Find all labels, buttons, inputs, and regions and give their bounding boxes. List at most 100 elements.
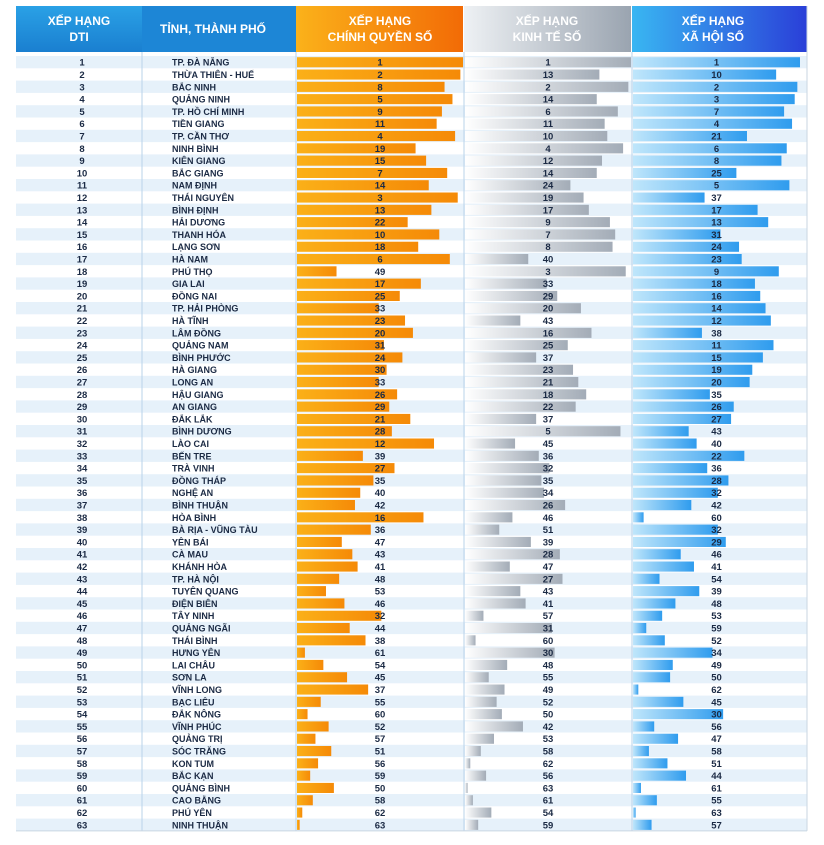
soc-bar	[633, 167, 737, 178]
econ-rank-label: 50	[543, 710, 554, 721]
row-stripe	[16, 351, 807, 364]
econ-rank-label: 31	[543, 623, 554, 634]
gov-bar	[297, 106, 442, 117]
province-label: QUẢNG NINH	[172, 94, 230, 105]
soc-rank-label: 4	[714, 119, 720, 130]
gov-bar	[297, 746, 332, 757]
econ-bar	[465, 819, 479, 830]
gov-rank-label: 2	[377, 70, 382, 81]
econ-rank-label: 58	[543, 746, 554, 757]
gov-rank-label: 13	[375, 205, 386, 216]
econ-rank-label: 37	[543, 414, 554, 425]
econ-rank-label: 20	[543, 304, 554, 315]
econ-rank-label: 30	[543, 648, 554, 659]
soc-bar	[633, 684, 639, 695]
gov-rank-label: 53	[375, 587, 386, 598]
table-row: 60 QUẢNG BÌNH 50 63 61	[77, 782, 723, 794]
row-stripe	[16, 646, 807, 659]
gov-rank-label: 33	[375, 304, 386, 315]
soc-bar	[633, 352, 763, 363]
table-row: 13 BÌNH ĐỊNH 13 17 17	[16, 203, 807, 216]
soc-bar	[633, 204, 758, 215]
econ-rank-label: 28	[543, 550, 554, 561]
econ-bar	[465, 81, 629, 92]
dti-rank-label: 30	[77, 414, 88, 425]
table-row: 54 ĐẮK NÔNG 60 50 30	[77, 709, 724, 721]
gov-rank-label: 42	[375, 500, 386, 511]
dti-rank-label: 23	[77, 328, 88, 339]
row-stripe	[16, 474, 807, 487]
econ-bar	[465, 377, 579, 388]
gov-bar	[297, 94, 453, 105]
table-row: 56 QUẢNG TRỊ 57 53 47	[77, 733, 722, 745]
gov-rank-label: 6	[377, 254, 382, 265]
econ-rank-label: 13	[543, 70, 554, 81]
econ-bar	[465, 204, 589, 215]
ranking-rows: 1 TP. ĐÀ NẴNG 1 1 12 THỪA THIÊN - HUẾ 2 13 103 BẮ…	[16, 56, 807, 831]
gov-bar	[297, 598, 345, 609]
soc-bar	[633, 340, 774, 351]
province-label: AN GIANG	[172, 402, 217, 412]
soc-bar	[633, 549, 681, 560]
econ-rank-label: 29	[543, 291, 554, 302]
soc-rank-label: 7	[714, 107, 719, 118]
province-label: HÀ GIANG	[172, 365, 217, 375]
table-row: 44 TUYÊN QUANG 53 43 39	[77, 586, 722, 598]
econ-rank-label: 11	[543, 119, 554, 130]
province-label: PHÚ THỌ	[172, 266, 213, 277]
econ-bar	[465, 180, 571, 191]
econ-rank-label: 21	[543, 377, 554, 388]
province-label: HẢI DƯƠNG	[172, 217, 225, 228]
soc-rank-label: 30	[711, 710, 722, 721]
econ-rank-label: 47	[543, 562, 554, 573]
province-label: SÓC TRĂNG	[172, 745, 226, 756]
soc-bar	[633, 254, 742, 265]
econ-rank-label: 59	[543, 820, 554, 831]
gov-rank-label: 9	[377, 107, 382, 118]
gov-rank-label: 36	[375, 525, 386, 536]
province-label: LONG AN	[172, 377, 213, 387]
soc-rank-label: 62	[711, 685, 722, 696]
table-row: 30 ĐẮK LẮK 21 37 27	[77, 413, 732, 425]
econ-rank-label: 45	[543, 439, 554, 450]
econ-bar	[465, 782, 468, 793]
econ-rank-label: 43	[543, 587, 554, 598]
header-econ-line2: KINH TẾ SỐ	[513, 29, 582, 44]
soc-rank-label: 35	[711, 390, 722, 401]
province-label: TÂY NINH	[172, 610, 214, 621]
gov-rank-label: 51	[375, 746, 386, 757]
gov-rank-label: 48	[375, 574, 386, 585]
gov-rank-label: 25	[375, 291, 386, 302]
gov-rank-label: 39	[375, 451, 386, 462]
table-row: 33 BẾN TRE 39 36 22	[16, 449, 807, 462]
gov-bar	[297, 241, 419, 252]
table-row: 31 BÌNH DƯƠNG 28 5 43	[16, 425, 807, 438]
dti-rank-label: 38	[77, 513, 88, 524]
table-row: 34 TRÀ VINH 27 32 36	[77, 463, 722, 475]
table-row: 40 YÊN BÁI 47 39 29	[77, 536, 726, 548]
dti-rank-label: 3	[79, 82, 84, 93]
gov-bar	[297, 549, 353, 560]
province-label: BÌNH ĐỊNH	[172, 205, 219, 215]
dti-rank-label: 52	[77, 685, 88, 696]
gov-bar	[297, 647, 305, 658]
econ-rank-label: 52	[543, 697, 554, 708]
row-stripe	[16, 498, 807, 512]
econ-bar	[465, 217, 610, 228]
gov-bar	[297, 758, 319, 769]
gov-rank-label: 50	[375, 783, 386, 794]
gov-rank-label: 40	[375, 488, 386, 499]
soc-bar	[633, 721, 655, 732]
dti-rank-label: 62	[77, 808, 88, 819]
dti-rank-label: 48	[77, 636, 88, 647]
econ-bar	[465, 131, 608, 142]
econ-rank-label: 39	[543, 537, 554, 548]
gov-rank-label: 46	[375, 599, 386, 610]
gov-bar	[297, 426, 392, 437]
gov-rank-label: 7	[377, 168, 382, 179]
gov-rank-label: 17	[375, 279, 386, 290]
row-stripe	[16, 548, 807, 561]
province-label: THANH HÓA	[172, 229, 226, 240]
gov-bar	[297, 463, 395, 474]
dti-rank-label: 34	[77, 464, 88, 475]
